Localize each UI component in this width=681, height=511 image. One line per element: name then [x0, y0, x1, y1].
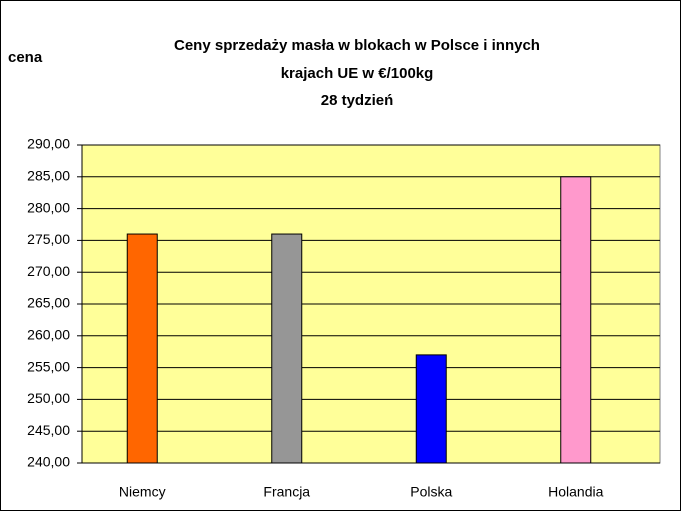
bar [271, 233, 303, 464]
y-axis-label: cena [8, 49, 43, 66]
x-tick-label: Holandia [548, 484, 603, 500]
y-tick-label: 275,00 [27, 231, 70, 247]
chart-title: Ceny sprzedaży masła w blokach w Polsce … [174, 37, 540, 54]
y-tick-label: 250,00 [27, 390, 70, 406]
y-tick-label: 270,00 [27, 263, 70, 279]
y-tick-label: 245,00 [27, 422, 70, 438]
x-tick-label: Polska [410, 484, 452, 500]
y-tick-label: 290,00 [27, 136, 70, 152]
y-tick-label: 285,00 [27, 168, 70, 184]
bar [126, 233, 158, 464]
y-tick-label: 265,00 [27, 295, 70, 311]
x-tick-label: Niemcy [119, 484, 166, 500]
y-tick-label: 255,00 [27, 358, 70, 374]
y-tick-label: 280,00 [27, 199, 70, 215]
chart-title: 28 tydzień [321, 92, 394, 109]
bar [415, 354, 447, 464]
x-tick-label: Francja [263, 484, 310, 500]
y-tick-label: 260,00 [27, 327, 70, 343]
y-tick-label: 240,00 [27, 454, 70, 470]
bar [560, 176, 592, 464]
chart-title: krajach UE w €/100kg [281, 65, 434, 82]
